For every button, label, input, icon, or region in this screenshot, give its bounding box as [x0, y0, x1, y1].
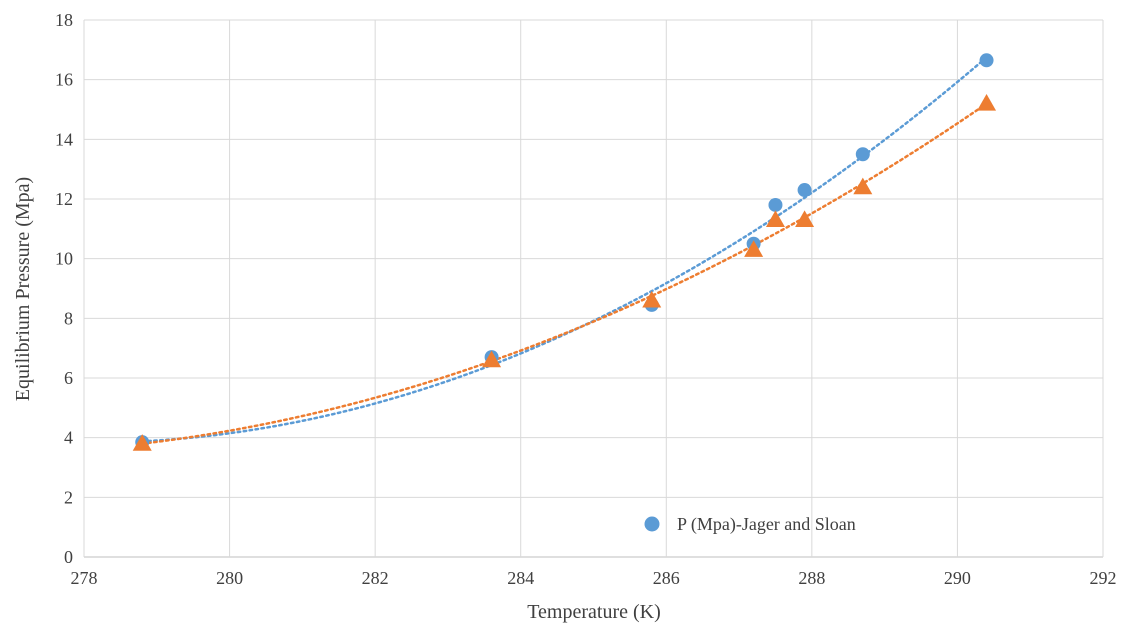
data-point-triangle	[744, 240, 764, 257]
x-tick-label: 282	[362, 568, 389, 588]
data-points	[132, 53, 997, 451]
y-tick-label: 2	[64, 487, 73, 507]
x-axis-title: Temperature (K)	[527, 601, 661, 623]
data-point-triangle	[977, 94, 997, 111]
data-point-circle	[768, 197, 783, 212]
legend-label: P (Mpa)-Jager and Sloan	[677, 514, 856, 535]
data-point-triangle	[765, 210, 785, 228]
data-point-triangle	[132, 434, 152, 451]
y-tick-label: 18	[55, 10, 73, 30]
x-tick-label: 288	[798, 568, 825, 588]
x-tick-label: 280	[216, 568, 243, 588]
y-tick-label: 8	[64, 308, 73, 328]
gridlines	[83, 19, 1104, 558]
data-point-triangle	[642, 290, 662, 308]
y-tick-label: 0	[64, 547, 73, 567]
legend: P (Mpa)-Jager and Sloan	[644, 514, 856, 535]
x-tick-label: 278	[71, 568, 98, 588]
x-tick-label: 284	[507, 568, 534, 588]
trendlines	[140, 56, 988, 445]
trendline	[140, 56, 988, 443]
data-point-circle	[797, 183, 812, 198]
y-axis-title: Equilibrium Pressure (Mpa)	[12, 177, 34, 401]
legend-marker-circle	[644, 516, 660, 532]
y-tick-label: 14	[55, 129, 73, 149]
data-point-circle	[979, 53, 994, 68]
data-point-triangle	[795, 210, 815, 228]
y-tick-label: 12	[55, 189, 73, 209]
data-point-circle	[855, 147, 870, 162]
y-tick-label: 16	[55, 70, 73, 90]
y-tick-label: 4	[64, 428, 73, 448]
x-tick-label: 292	[1090, 568, 1117, 588]
data-point-triangle	[482, 350, 502, 368]
y-tick-label: 10	[55, 249, 73, 269]
x-tick-labels: 278 280 282 284 286 288 290 292	[71, 568, 1117, 588]
y-tick-label: 6	[64, 368, 73, 388]
y-tick-labels: 0 2 4 6 8 10 12 14 16 18	[55, 10, 73, 567]
x-tick-label: 286	[653, 568, 680, 588]
trendline	[140, 102, 988, 445]
x-tick-label: 290	[944, 568, 971, 588]
data-point-triangle	[853, 177, 873, 195]
